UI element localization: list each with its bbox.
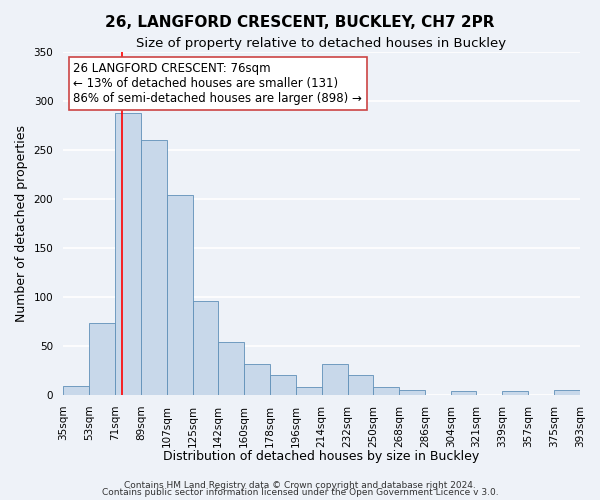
Bar — [373, 387, 400, 395]
Bar — [269, 376, 296, 395]
Text: Contains HM Land Registry data © Crown copyright and database right 2024.: Contains HM Land Registry data © Crown c… — [124, 480, 476, 490]
Bar — [193, 300, 218, 395]
Bar — [400, 390, 425, 395]
Y-axis label: Number of detached properties: Number of detached properties — [15, 125, 28, 322]
Text: 26 LANGFORD CRESCENT: 76sqm
← 13% of detached houses are smaller (131)
86% of se: 26 LANGFORD CRESCENT: 76sqm ← 13% of det… — [73, 62, 362, 105]
Bar — [63, 386, 89, 395]
Bar — [115, 114, 141, 395]
Text: 26, LANGFORD CRESCENT, BUCKLEY, CH7 2PR: 26, LANGFORD CRESCENT, BUCKLEY, CH7 2PR — [105, 15, 495, 30]
Bar — [451, 391, 476, 395]
Bar — [554, 390, 580, 395]
Text: Contains public sector information licensed under the Open Government Licence v : Contains public sector information licen… — [101, 488, 499, 497]
Bar — [167, 195, 193, 395]
X-axis label: Distribution of detached houses by size in Buckley: Distribution of detached houses by size … — [163, 450, 479, 462]
Bar — [218, 342, 244, 395]
Bar — [347, 376, 373, 395]
Bar — [502, 391, 528, 395]
Bar — [322, 364, 347, 395]
Title: Size of property relative to detached houses in Buckley: Size of property relative to detached ho… — [136, 38, 506, 51]
Bar — [141, 140, 167, 395]
Bar — [296, 387, 322, 395]
Bar — [89, 324, 115, 395]
Bar — [244, 364, 269, 395]
